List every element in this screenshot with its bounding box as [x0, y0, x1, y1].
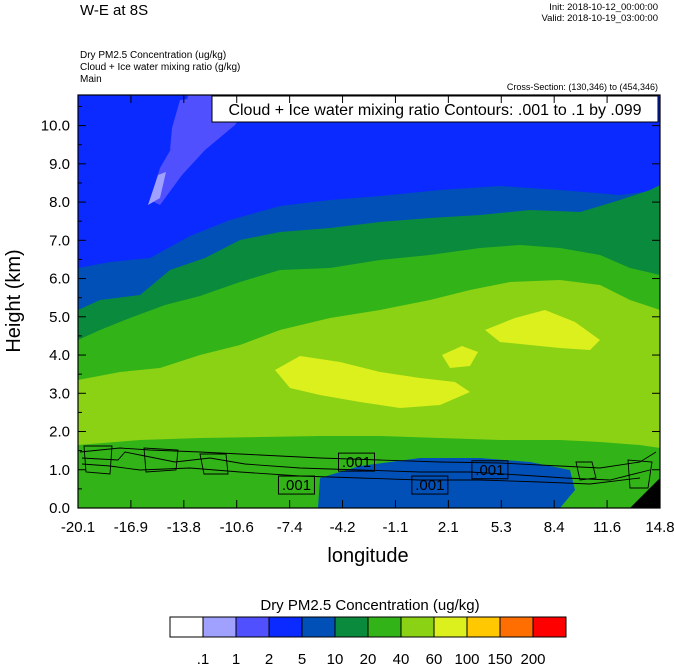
- colorbar-swatch: [334, 616, 369, 638]
- colorbar-level-label: 100: [454, 651, 479, 667]
- fill-level-100-150-b: [485, 310, 600, 350]
- colorbar-swatch: [532, 616, 567, 638]
- colorbar-level-label: 150: [487, 651, 512, 667]
- x-tick-label: 5.3: [491, 519, 512, 536]
- valid-time: Valid: 2018-10-19_03:00:00: [541, 13, 658, 24]
- colorbar: .1 1 2 5 10 20 40 60 100 150 200: [169, 616, 567, 667]
- colorbar-level-label: 5: [298, 651, 306, 667]
- contour-label-text: .001: [475, 462, 504, 479]
- field-line-2: Cloud + Ice water mixing ratio (g/kg): [80, 62, 241, 73]
- y-tick-label: 7.0: [49, 232, 70, 249]
- field-line-1: Dry PM2.5 Concentration (ug/kg): [80, 50, 227, 61]
- colorbar-swatch: [202, 616, 237, 638]
- colorbar-swatch: [433, 616, 468, 638]
- colorbar-swatch: [301, 616, 336, 638]
- colorbar-swatch: [400, 616, 435, 638]
- contour-label-text: .001: [342, 454, 371, 471]
- colorbar-level-label: 1: [232, 651, 240, 667]
- y-tick-label: 5.0: [49, 309, 70, 326]
- axes: -20.1 -16.9 -13.8 -10.6 -7.4 -4.2 -1.1 2.1 5.3 8.…: [41, 95, 674, 536]
- contour-label-text: .001: [282, 477, 311, 494]
- y-tick-label: 10.0: [41, 118, 70, 135]
- colorbar-title: Dry PM2.5 Concentration (ug/kg): [260, 597, 479, 614]
- x-tick-label: -10.6: [220, 519, 254, 536]
- y-tick-label: 2.0: [49, 424, 70, 441]
- colorbar-swatch: [499, 616, 534, 638]
- contour-labels: .001 .001 .001 .001: [277, 452, 509, 495]
- contour-title: Cloud + Ice water mixing ratio Contours:…: [228, 102, 641, 119]
- fill-level-100-150-c: [442, 346, 478, 368]
- y-tick-label: 3.0: [49, 385, 70, 402]
- y-tick-label: 8.0: [49, 194, 70, 211]
- colorbar-swatch: [268, 616, 303, 638]
- y-tick-label: 9.0: [49, 156, 70, 173]
- filled-contours: [78, 95, 660, 508]
- x-tick-label: -1.1: [383, 519, 409, 536]
- contour-label: .001: [471, 460, 509, 480]
- fill-level-100-150: [275, 356, 470, 408]
- x-tick-label: 14.8: [645, 519, 674, 536]
- x-tick-label: 8.4: [544, 519, 565, 536]
- fill-level-1-2: [148, 172, 166, 205]
- colorbar-level-label: 10: [327, 651, 344, 667]
- colorbar-level-label: 20: [360, 651, 377, 667]
- y-tick-label: 0.0: [49, 500, 70, 517]
- y-tick-label: 1.0: [49, 462, 70, 479]
- colorbar-level-label: 40: [393, 651, 410, 667]
- contour-label-text: .001: [415, 477, 444, 494]
- terrain-mask: [630, 478, 660, 508]
- x-tick-label: -16.9: [114, 519, 148, 536]
- colorbar-swatch: [367, 616, 402, 638]
- colorbar-swatch: [466, 616, 501, 638]
- init-time: Init: 2018-10-12_00:00:00: [549, 2, 658, 13]
- contour-label: .001: [337, 452, 375, 472]
- field-line-3: Main: [80, 74, 102, 85]
- plot-frame: [77, 94, 661, 509]
- x-tick-label: -4.2: [330, 519, 356, 536]
- colorbar-swatch: [235, 616, 270, 638]
- colorbar-level-label: 2: [265, 651, 273, 667]
- plot-title: W-E at 8S: [80, 2, 149, 19]
- cloud-contours: [79, 445, 657, 489]
- colorbar-level-label: 200: [520, 651, 545, 667]
- cross-section-label: Cross-Section: (130,346) to (454,346): [506, 82, 658, 92]
- colorbar-level-label: .1: [197, 651, 210, 667]
- y-tick-label: 6.0: [49, 271, 70, 288]
- contour-label: .001: [411, 475, 449, 495]
- colorbar-swatch: [169, 616, 204, 638]
- y-axis-title: Height (km): [3, 249, 25, 352]
- x-axis-title: longitude: [327, 545, 408, 567]
- x-tick-label: -20.1: [61, 519, 95, 536]
- contour-title-box: [211, 95, 659, 123]
- colorbar-level-label: 60: [426, 651, 443, 667]
- x-tick-label: 2.1: [438, 519, 459, 536]
- x-tick-label: -7.4: [277, 519, 303, 536]
- y-tick-label: 4.0: [49, 347, 70, 364]
- contour-label: .001: [277, 475, 315, 495]
- fill-level-2-5-b: [170, 97, 205, 150]
- x-tick-label: -13.8: [167, 519, 201, 536]
- x-tick-label: 11.6: [593, 519, 621, 536]
